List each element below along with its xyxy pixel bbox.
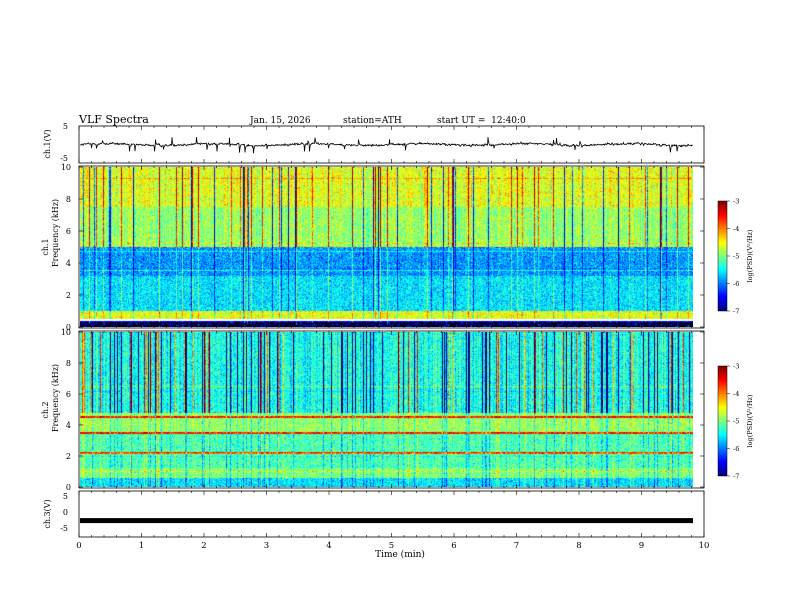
x-axis-tick-labels: 0 1 2 3 4 5 6 7 8 9 10: [76, 541, 709, 551]
ch3-waveform-trace: [80, 518, 693, 524]
colorbar-tick-label: -4: [733, 225, 739, 233]
ch2-colorbar-gradient: [718, 366, 727, 476]
x-tick-label: 2: [201, 541, 206, 551]
ch2-spectrogram-panel: 0 2 4 6 8 10 ch.2 Frequency (kHz): [41, 328, 705, 492]
ch1-waveform-ticks: [78, 126, 705, 163]
ch2-spectrogram-ticks: 0 2 4 6 8 10: [61, 328, 705, 492]
x-tick-label: 1: [139, 541, 144, 551]
colorbar-tick-label: -5: [733, 253, 739, 261]
ch3-ytick-middle: 0: [63, 508, 68, 517]
x-tick-label: 5: [389, 541, 394, 551]
ch1-waveform-ylabel: ch.1(V): [43, 129, 52, 158]
y-tick-label: 0: [66, 323, 71, 332]
ch3-ytick-top: 5: [63, 492, 68, 501]
ch1-ytick-bottom: -5: [60, 154, 68, 163]
figure-title: VLF Spectra: [78, 113, 149, 126]
colorbar-tick-label: -6: [733, 280, 739, 288]
x-tick-label: 3: [264, 541, 269, 551]
ch1-waveform-trace: [79, 136, 693, 154]
y-tick-label: 6: [66, 390, 71, 399]
ch1-ytick-top: 5: [63, 122, 68, 131]
ch3-waveform-panel: 5 0 -5 ch.3(V): [43, 490, 705, 538]
ch3-waveform-ticks: [78, 491, 705, 537]
header-station: station=ATH: [343, 116, 402, 126]
x-tick-label: 4: [326, 541, 331, 551]
ch1-spectrogram-ticks: 0 2 4 6 8 10: [61, 163, 705, 332]
ch3-ytick-bottom: -5: [60, 524, 68, 533]
header-date: Jan. 15, 2026: [249, 116, 311, 126]
x-tick-label: 0: [76, 541, 81, 551]
ch2-frequency-label: Frequency (kHz): [51, 364, 60, 432]
ch3-waveform-frame: [78, 490, 705, 538]
x-tick-label: 9: [639, 541, 644, 551]
y-tick-label: 0: [66, 483, 71, 492]
y-tick-label: 6: [66, 227, 71, 236]
x-tick-label: 6: [451, 541, 456, 551]
ch1-spectrogram-panel: 0 2 4 6 8 10 ch.1 Frequency (kHz): [41, 163, 705, 332]
y-tick-label: 4: [66, 421, 71, 430]
ch3-waveform-ylabel: ch.3(V): [43, 499, 52, 528]
colorbar-tick-label: -4: [733, 390, 739, 398]
y-tick-label: 10: [61, 328, 71, 337]
ch1-colorbar-label: log(PSD)(V²/Hz): [746, 229, 754, 282]
ch1-frequency-label: Frequency (kHz): [51, 199, 60, 267]
ch1-colorbar: -3 -4 -5 -6 -7 log(PSD)(V²/Hz): [717, 198, 754, 316]
y-tick-label: 4: [66, 259, 71, 268]
y-tick-label: 10: [61, 163, 71, 172]
ch1-waveform-panel: 5 -5 ch.1(V): [43, 122, 705, 164]
ch1-colorbar-ticks: -3 -4 -5 -6 -7: [727, 198, 739, 316]
y-tick-label: 8: [66, 359, 71, 368]
ch2-colorbar-label: log(PSD)(V²/Hz): [746, 394, 754, 447]
ch1-spectrogram-heatmap: [80, 167, 693, 327]
y-tick-label: 2: [66, 452, 71, 461]
x-tick-label: 8: [576, 541, 581, 551]
y-tick-label: 8: [66, 195, 71, 204]
colorbar-tick-label: -3: [733, 363, 739, 371]
colorbar-tick-label: -5: [733, 418, 739, 426]
x-tick-label: 10: [699, 541, 710, 551]
ch2-colorbar: -3 -4 -5 -6 -7 log(PSD)(V²/Hz): [717, 363, 754, 481]
x-axis-label: Time (min): [375, 549, 425, 560]
ch1-channel-label: ch.1: [41, 238, 50, 255]
ch2-spectrogram-heatmap: [80, 332, 693, 487]
ch1-colorbar-gradient: [718, 201, 727, 311]
colorbar-tick-label: -7: [733, 473, 739, 481]
colorbar-tick-label: -6: [733, 445, 739, 453]
ch2-colorbar-ticks: -3 -4 -5 -6 -7: [727, 363, 739, 481]
y-tick-label: 2: [66, 291, 71, 300]
colorbar-tick-label: -7: [733, 308, 739, 316]
x-tick-label: 7: [514, 541, 519, 551]
colorbar-tick-label: -3: [733, 198, 739, 206]
ch2-channel-label: ch.2: [41, 401, 50, 418]
header-start-time: start UT = 12:40:0: [437, 116, 526, 126]
